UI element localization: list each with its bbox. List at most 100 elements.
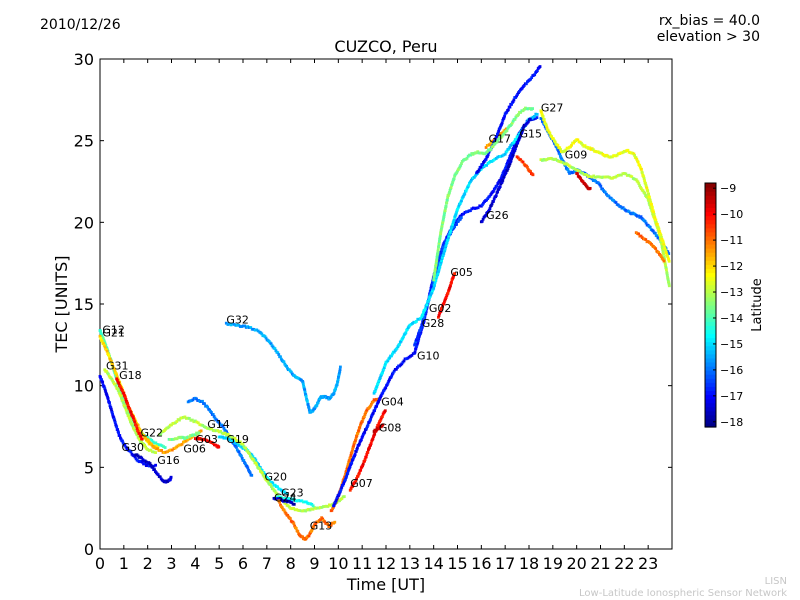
trace-point: [548, 157, 552, 160]
trace-point: [295, 508, 299, 512]
trace-point: [496, 155, 500, 159]
trace-point: [511, 119, 515, 123]
trace-point: [336, 378, 340, 381]
trace-point: [126, 408, 130, 412]
trace-point: [280, 506, 284, 510]
trace-point: [199, 423, 203, 427]
trace-point: [413, 342, 417, 346]
trace-point: [140, 440, 143, 444]
trace-point: [212, 415, 216, 418]
trace-point: [519, 111, 523, 114]
trace-point: [558, 160, 562, 164]
trace-point: [470, 207, 474, 211]
trace-point: [359, 423, 362, 427]
trace-point: [613, 175, 617, 179]
trace-point: [135, 433, 139, 437]
trace-point: [526, 120, 530, 124]
trace-point: [467, 183, 471, 187]
trace-point: [151, 466, 155, 469]
trace-point: [510, 123, 513, 126]
satellite-label-g24: G24: [274, 492, 297, 505]
trace-point: [588, 186, 592, 190]
trace-point: [416, 340, 420, 344]
trace-point: [369, 415, 373, 419]
trace-point: [282, 490, 286, 494]
trace-point: [569, 165, 573, 169]
colorbar-tick-label: −15: [720, 338, 743, 351]
trace-point: [439, 262, 443, 265]
trace-point: [378, 376, 382, 380]
trace-point: [123, 395, 127, 398]
trace-point: [453, 272, 457, 276]
trace-point: [298, 509, 302, 512]
trace-point: [284, 512, 288, 515]
trace-point: [384, 386, 388, 390]
trace-point: [651, 229, 655, 233]
trace-point: [463, 192, 467, 196]
satellite-label-g27: G27: [541, 101, 564, 114]
trace-point: [106, 372, 110, 376]
trace-point: [237, 323, 241, 327]
trace-point: [533, 73, 537, 77]
trace-point: [365, 408, 369, 412]
trace-point: [246, 449, 249, 453]
trace-point: [378, 396, 382, 400]
trace-point: [307, 408, 311, 412]
satellite-label-g16: G16: [157, 454, 180, 467]
trace-point: [156, 473, 160, 477]
trace-point: [567, 164, 571, 168]
trace-point: [223, 431, 227, 435]
trace-point: [338, 371, 341, 375]
trace-point: [567, 170, 571, 174]
trace-point: [379, 394, 383, 397]
trace-point: [664, 264, 667, 268]
trace-point: [301, 535, 304, 539]
trace-point: [301, 500, 305, 504]
trace-point: [156, 447, 159, 451]
x-tick-label: 0: [95, 554, 105, 573]
trace-point: [386, 359, 390, 363]
trace-point: [492, 199, 495, 203]
trace-point: [247, 326, 251, 329]
trace-point: [522, 84, 526, 87]
trace-point: [376, 423, 380, 427]
trace-point: [410, 353, 414, 357]
trace-point: [263, 335, 267, 338]
trace-point: [575, 168, 579, 172]
trace-point: [249, 455, 253, 459]
trace-point: [635, 157, 639, 161]
trace-point: [662, 243, 666, 247]
trace-point: [278, 500, 282, 504]
trace-g31: [103, 368, 158, 454]
trace-point: [560, 160, 564, 164]
colorbar-segment: [705, 370, 716, 375]
trace-point: [434, 261, 438, 264]
trace-point: [290, 507, 294, 511]
trace-point: [339, 487, 343, 491]
trace-point: [551, 157, 555, 161]
trace-point: [424, 310, 427, 314]
colorbar-segment: [705, 317, 716, 322]
trace-point: [315, 403, 319, 407]
trace-point: [105, 394, 109, 398]
trace-point: [192, 420, 196, 424]
trace-point: [293, 524, 297, 528]
trace-point: [319, 518, 322, 522]
trace-point: [126, 402, 129, 406]
trace-point: [413, 350, 417, 354]
colorbar-segment: [705, 325, 716, 330]
colorbar-segment: [705, 341, 716, 347]
trace-point: [143, 462, 147, 466]
trace-point: [504, 166, 507, 170]
trace-point: [366, 450, 370, 454]
trace-point: [458, 217, 462, 221]
trace-point: [254, 461, 258, 465]
colorbar-segment: [705, 402, 716, 408]
colorbar-tick-label: −18: [720, 416, 743, 429]
trace-point: [217, 430, 221, 434]
trace-point: [193, 433, 197, 437]
trace-g24: [272, 496, 296, 506]
trace-point: [566, 168, 570, 172]
trace-point: [667, 258, 671, 261]
trace-point: [325, 504, 328, 508]
